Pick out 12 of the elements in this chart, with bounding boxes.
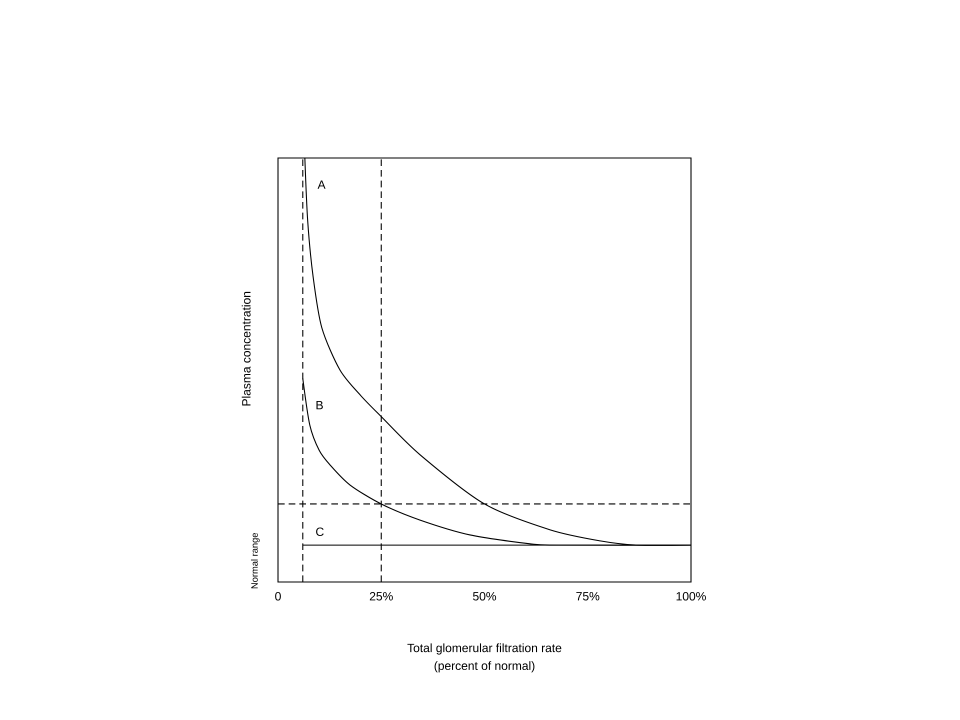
x-tick-label: 50% (472, 592, 496, 601)
series-label: A (318, 180, 326, 189)
y-axis-title: Plasma concentration (242, 292, 251, 406)
x-axis-title: Total glomerular filtration rate (407, 643, 562, 655)
series-label: B (316, 401, 323, 410)
series-label: C (316, 528, 324, 536)
x-tick-label: 25% (370, 592, 393, 601)
text: Normal range (250, 532, 260, 588)
x-tick-label: 75% (576, 592, 600, 600)
text: (percent of normal) (434, 661, 534, 672)
x-tick-label: 0 (275, 592, 281, 601)
x-tick-label: 100% (676, 592, 706, 601)
